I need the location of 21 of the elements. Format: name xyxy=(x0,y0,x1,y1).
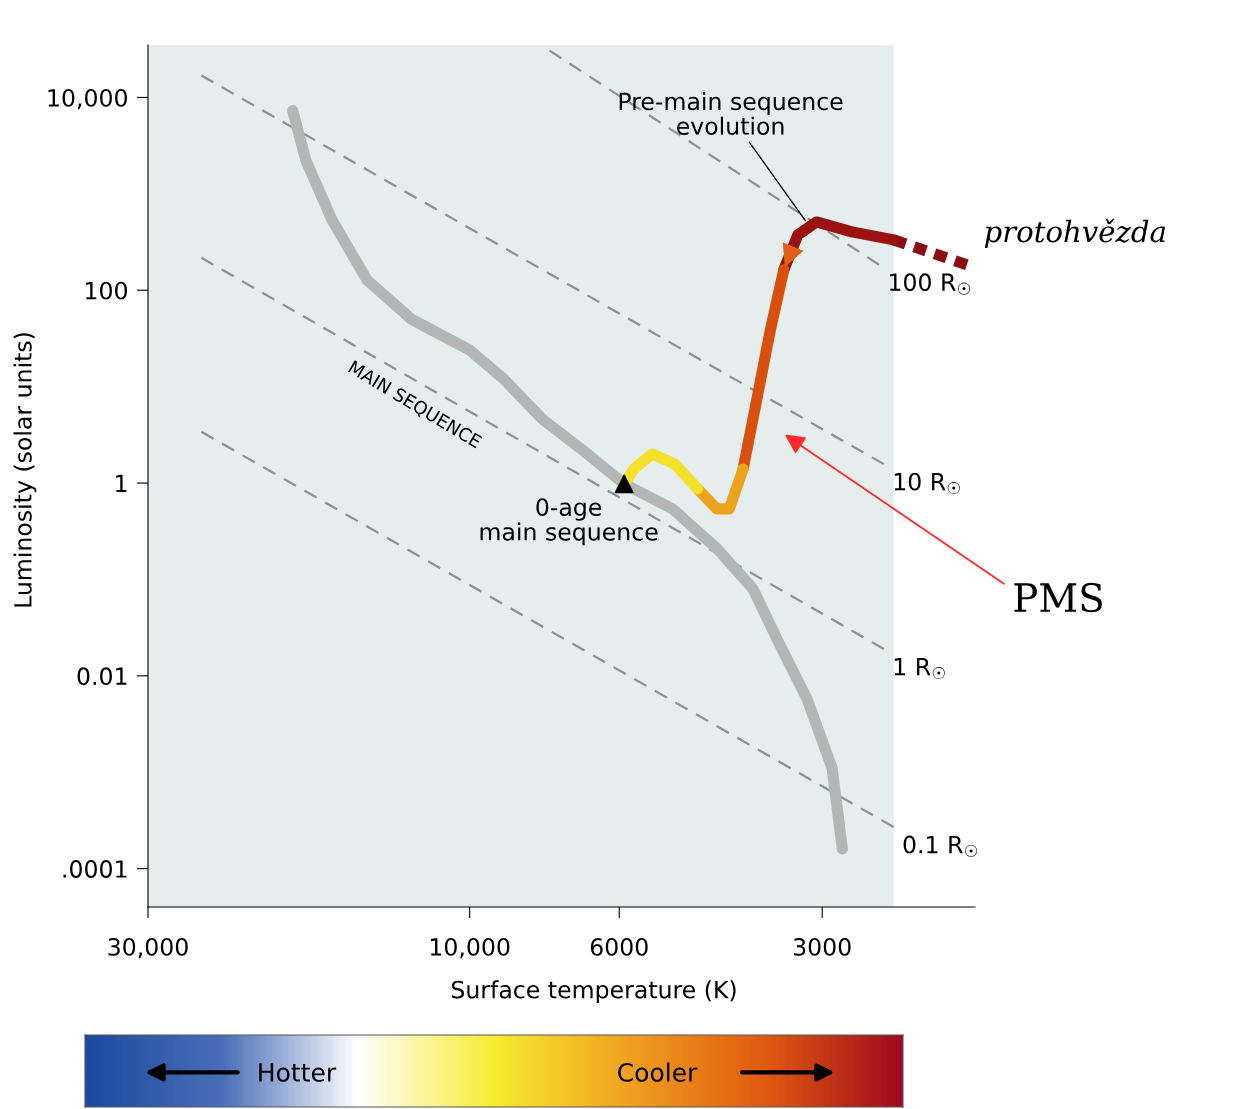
x-axis-title: Surface temperature (K) xyxy=(451,980,736,1004)
series-label: 100 R$_{☉}$ xyxy=(890,273,971,295)
series-label: 1 R$_{☉}$ xyxy=(894,658,945,680)
annotation: 0-age main sequence xyxy=(480,498,658,546)
y-axis-title: Luminosity (solar units) xyxy=(13,333,37,607)
annotation: protohvězda xyxy=(984,218,1166,249)
text: PMS xyxy=(1014,582,1102,613)
y-tick-label: 10,000 xyxy=(48,88,127,110)
x-tick-label: 3000 xyxy=(793,937,851,956)
annotation: Pre-main sequence evolution xyxy=(619,92,843,135)
y-tick-label: 0.01 xyxy=(77,667,127,686)
text: Cooler xyxy=(618,1062,698,1082)
y-tick-label: 100 xyxy=(86,281,127,300)
x-tick-label: 10,000 xyxy=(430,937,510,959)
y-tick-label: .0001 xyxy=(63,860,127,878)
y-tick-label: 1 xyxy=(116,474,127,493)
series-label: 10 R$_{☉}$ xyxy=(894,472,960,495)
x-tick-label: 6000 xyxy=(590,937,648,956)
series-label: 0.1 R$_{☉}$ xyxy=(903,835,978,858)
text: Hotter xyxy=(259,1063,337,1082)
x-tick-label: 30,000 xyxy=(108,937,188,959)
